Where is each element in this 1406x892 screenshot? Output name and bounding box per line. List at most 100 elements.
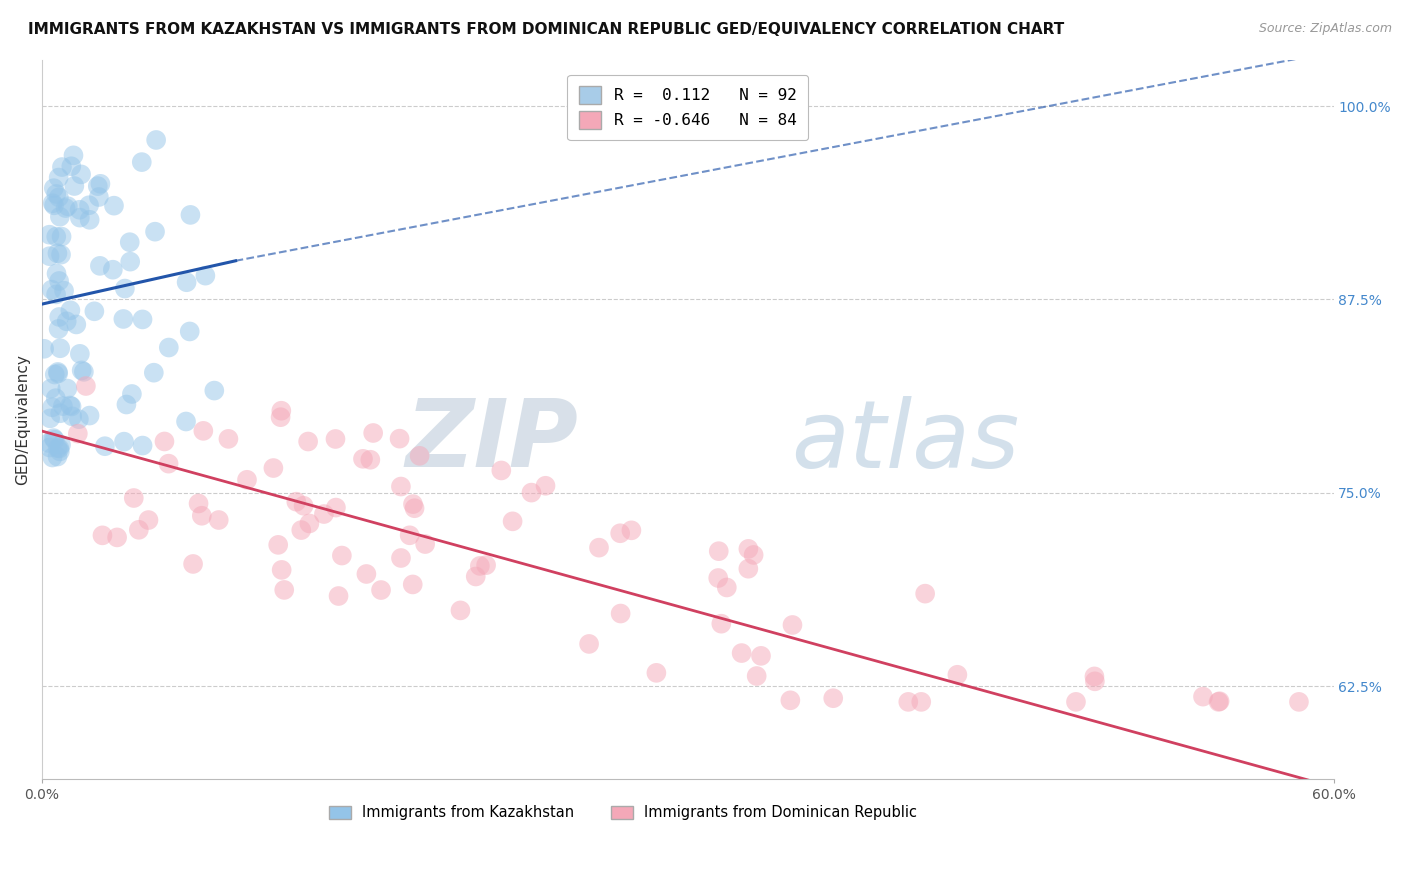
Point [39, 411, 62, 425]
Point [39, 382, 62, 396]
Point [153, 434, 176, 449]
Point [128, 523, 150, 537]
Point [1288, 695, 1310, 709]
Point [42, 198, 65, 212]
Point [48, 310, 70, 324]
Point [782, 618, 804, 632]
Point [48, 170, 70, 185]
Point [59, 303, 82, 318]
Point [267, 538, 290, 552]
Point [42, 431, 65, 445]
Point [645, 665, 668, 680]
Point [118, 235, 141, 250]
Point [38, 436, 60, 450]
Point [45, 267, 67, 281]
Point [716, 581, 738, 595]
Point [464, 569, 486, 583]
Point [59, 399, 82, 413]
Point [79, 212, 101, 227]
Point [52, 399, 75, 413]
Point [49, 247, 72, 261]
Point [325, 500, 347, 515]
Point [89, 259, 111, 273]
Point [742, 548, 765, 562]
Point [157, 457, 180, 471]
Point [46, 367, 69, 381]
Point [103, 199, 125, 213]
Point [737, 541, 759, 556]
Point [328, 589, 350, 603]
Point [402, 577, 425, 591]
Point [388, 432, 411, 446]
Point [131, 312, 153, 326]
Point [946, 667, 969, 681]
Point [143, 225, 166, 239]
Point [398, 528, 420, 542]
Point [83, 304, 105, 318]
Point [285, 494, 308, 508]
Point [402, 497, 425, 511]
Point [270, 410, 292, 425]
Point [273, 582, 295, 597]
Point [142, 366, 165, 380]
Point [60, 159, 83, 173]
Point [79, 409, 101, 423]
Point [49, 444, 72, 458]
Point [408, 449, 430, 463]
Point [65, 318, 87, 332]
Point [41, 283, 63, 297]
Point [290, 523, 312, 537]
Point [236, 473, 259, 487]
Point [131, 438, 153, 452]
Point [120, 254, 142, 268]
Point [87, 190, 110, 204]
Point [56, 199, 79, 213]
Point [298, 516, 321, 531]
Point [46, 365, 69, 379]
Point [270, 403, 292, 417]
Point [730, 646, 752, 660]
Point [779, 693, 801, 707]
Point [55, 314, 77, 328]
Point [67, 412, 90, 426]
Point [620, 524, 643, 538]
Point [55, 201, 77, 215]
Point [312, 507, 335, 521]
Point [1084, 674, 1107, 689]
Point [1064, 695, 1087, 709]
Point [413, 537, 436, 551]
Point [48, 274, 70, 288]
Point [370, 582, 392, 597]
Point [49, 341, 72, 355]
Point [707, 544, 730, 558]
Point [70, 167, 93, 181]
Point [534, 479, 557, 493]
Point [60, 400, 83, 414]
Point [75, 379, 97, 393]
Point [41, 450, 63, 465]
Point [292, 499, 315, 513]
Point [94, 439, 117, 453]
Point [69, 202, 91, 217]
Point [62, 148, 84, 162]
Point [60, 409, 83, 424]
Point [194, 268, 217, 283]
Point [914, 587, 936, 601]
Point [191, 508, 214, 523]
Point [45, 229, 67, 244]
Point [73, 365, 96, 379]
Point [46, 246, 69, 260]
Point [179, 325, 201, 339]
Point [44, 368, 66, 382]
Point [389, 479, 412, 493]
Point [157, 341, 180, 355]
Point [45, 391, 67, 405]
Point [468, 558, 491, 573]
Point [208, 513, 231, 527]
Point [48, 322, 70, 336]
Point [174, 415, 197, 429]
Point [51, 160, 73, 174]
Point [745, 669, 768, 683]
Point [710, 616, 733, 631]
Point [114, 281, 136, 295]
